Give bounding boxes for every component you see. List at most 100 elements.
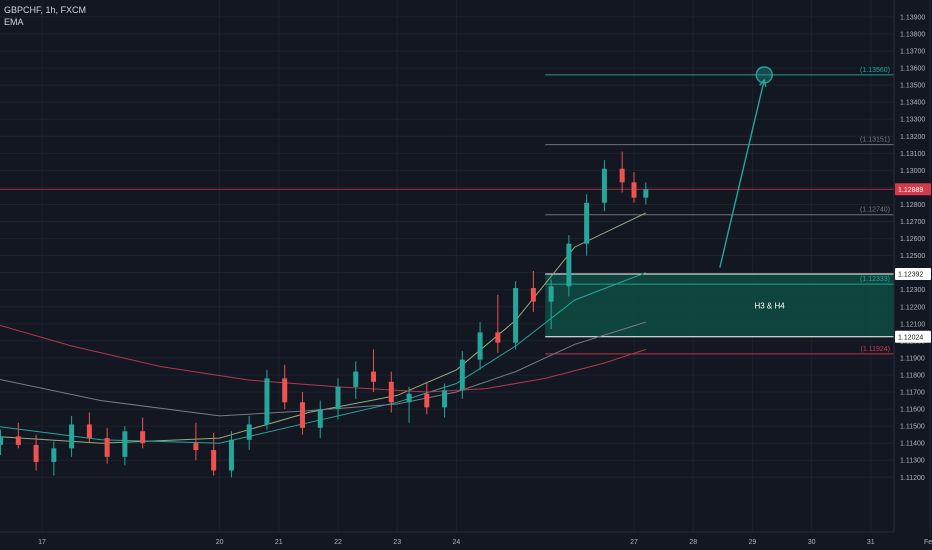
projection-arrow-line [719,79,765,268]
candle-body [601,168,607,203]
candle-body [424,393,430,408]
current-price-tag [895,183,931,196]
y-tick-label: 1.13000 [900,168,925,175]
price-axis[interactable]: 1.13900 1.13800 1.13700 1.13600 1.13500 1.134… [893,0,931,532]
candle-body [459,359,465,391]
candle-body [477,332,483,360]
symbol-label[interactable]: GBPCHF, 1h, FXCM [4,5,87,15]
y-tick-label: 1.12300 [900,287,925,294]
candle-body [406,393,412,403]
y-tick-label: 1.12100 [900,321,925,328]
x-tick-label: Feb [924,539,932,546]
y-tick-label: 1.12800 [900,202,925,209]
candle-body [15,436,21,445]
chart-legend: GBPCHF, 1h, FXCM EMA [4,4,86,28]
level-label: (1.13151) [860,137,890,144]
candle-body [86,424,92,439]
candle-body [282,378,288,403]
candle-body [442,390,448,408]
candle-body [371,371,377,382]
y-tick-label: 1.11400 [900,441,925,448]
candle-body [584,202,590,244]
candle-body [104,438,110,457]
candle-body [353,371,359,387]
candle-body [246,424,252,440]
candle-body [619,168,625,183]
x-tick-label: 23 [393,539,401,546]
candle-body [495,332,501,343]
y-tick-label: 1.12200 [900,304,925,311]
y-tick-label: 1.13600 [900,66,925,73]
x-tick-label: 22 [334,539,342,546]
y-tick-label: 1.11900 [900,355,925,362]
time-axis[interactable]: 1720212223242728293031Feb456 [0,531,932,546]
candle-body [548,286,554,302]
candle-body [643,189,649,198]
x-tick-label: 27 [630,539,638,546]
candle-body [0,436,4,445]
candle-body [566,243,572,287]
candle-body [69,424,75,449]
candle-body [264,378,270,425]
zone-rect [545,274,894,337]
support-zone: H3 & H4 [545,273,894,338]
projection [719,66,773,268]
zone-price-label: 1.12392 [898,272,923,279]
y-tick-label: 1.11200 [900,475,925,482]
y-tick-label: 1.11700 [900,390,925,397]
y-tick-label: 1.12600 [900,236,925,243]
level-label: (1.12740) [860,207,890,214]
price-levels: (1.13560) (1.13151) (1.12740) (1.12333) (1.1… [0,67,894,355]
y-tick-label: 1.13500 [900,83,925,90]
ema-line [0,321,646,417]
candle-body [211,450,217,471]
y-tick-label: 1.11500 [900,424,925,431]
candles [0,151,649,478]
y-tick-label: 1.11300 [900,458,925,465]
x-tick-label: 31 [867,539,875,546]
candle-body [228,439,234,471]
y-tick-label: 1.11800 [900,372,925,379]
level-label: (1.12333) [860,276,890,283]
candle-body [33,444,39,462]
candle-body [530,288,536,302]
projection-arrow-head [759,78,767,87]
zone-price-tag [895,330,931,343]
target-circle [755,66,773,84]
zone-price-tag [895,268,931,281]
y-tick-label: 1.13800 [900,31,925,38]
indicator-label[interactable]: EMA [4,17,24,27]
candle-body [317,409,323,428]
x-tick-label: 24 [453,539,461,546]
grid-lines [0,0,931,532]
x-tick-label: 29 [749,539,757,546]
candle-body [388,381,394,403]
x-tick-label: 21 [275,539,283,546]
y-tick-label: 1.13100 [900,151,925,158]
y-tick-label: 1.13200 [900,134,925,141]
level-label: (1.13560) [860,67,890,74]
candle-body [193,443,199,451]
y-tick-label: 1.11600 [900,407,925,414]
zone-price-label: 1.12024 [898,334,923,341]
candle-body [631,182,637,198]
candle-body [51,448,57,462]
x-tick-label: 20 [216,539,224,546]
y-tick-label: 1.12500 [900,253,925,260]
zone-label: H3 & H4 [754,301,785,310]
ema-line [0,324,646,393]
candle-body [299,402,305,428]
y-tick-label: 1.13300 [900,117,925,124]
y-tick-label: 1.13400 [900,100,925,107]
y-tick-label: 1.13700 [900,49,925,56]
y-tick-label: 1.12700 [900,219,925,226]
current-price-label: 1.12889 [898,187,923,194]
x-tick-label: 17 [38,539,46,546]
x-tick-label: 28 [689,539,697,546]
candle-body [122,431,128,457]
candle-body [513,288,519,343]
y-tick-label: 1.13900 [900,14,925,21]
level-label: (1.11924) [861,346,890,353]
candle-body [335,386,341,410]
